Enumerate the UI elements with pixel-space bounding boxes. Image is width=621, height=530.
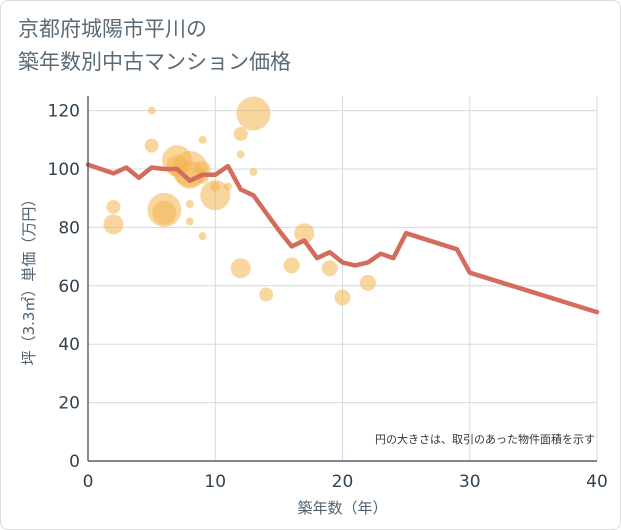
y-tick-label: 60 (58, 277, 80, 297)
bubble-point (198, 135, 207, 144)
average-line-series (85, 162, 600, 315)
bubble-point (233, 126, 248, 141)
bubble-point (152, 200, 177, 225)
bubble-point (185, 217, 194, 226)
bubble-point (249, 167, 258, 176)
bubble-point (106, 199, 121, 214)
bubble-point (144, 138, 159, 153)
x-tick-label: 0 (83, 472, 94, 492)
bubble-point (103, 214, 124, 235)
bubble-point (334, 289, 351, 306)
x-tick-label: 40 (586, 472, 608, 492)
axes: 0 20 40 60 80 100 120 0 10 20 30 40 (48, 96, 608, 492)
x-tick-label: 20 (332, 472, 354, 492)
bubble-point (198, 232, 207, 241)
x-axis-title: 築年数（年） (297, 499, 387, 517)
y-tick-label: 120 (48, 102, 80, 122)
y-tick-label: 0 (69, 452, 80, 472)
bubble-point (236, 96, 271, 131)
bubble-point (236, 150, 245, 159)
bubble-point (200, 180, 231, 211)
y-axis-title: 坪（3.3㎡）単価（万円） (20, 192, 38, 366)
x-tick-label: 10 (204, 472, 226, 492)
bubble-point (283, 257, 300, 274)
y-tick-label: 20 (58, 394, 80, 414)
y-tick-label: 80 (58, 218, 80, 238)
size-note: 円の大きさは、取引のあった物件面積を示す (375, 432, 595, 446)
grid (88, 96, 598, 461)
bubble-point (147, 106, 156, 115)
chart-title-line-2: 築年数別中古マンション価格 (18, 50, 291, 74)
bubble-point (259, 287, 274, 302)
bubble-point (359, 274, 376, 291)
chart-title: 京都府城陽市平川の 築年数別中古マンション価格 (18, 13, 291, 79)
y-tick-label: 40 (58, 335, 80, 355)
average-price-line (85, 162, 600, 315)
bubble-point (185, 200, 194, 209)
bubble-point (230, 258, 251, 279)
chart-title-line-1: 京都府城陽市平川の (18, 17, 207, 41)
bubble-point (294, 223, 315, 244)
bubble-point (321, 260, 338, 277)
y-tick-label: 100 (48, 160, 80, 180)
x-tick-label: 30 (459, 472, 481, 492)
bubble-point (223, 182, 232, 191)
